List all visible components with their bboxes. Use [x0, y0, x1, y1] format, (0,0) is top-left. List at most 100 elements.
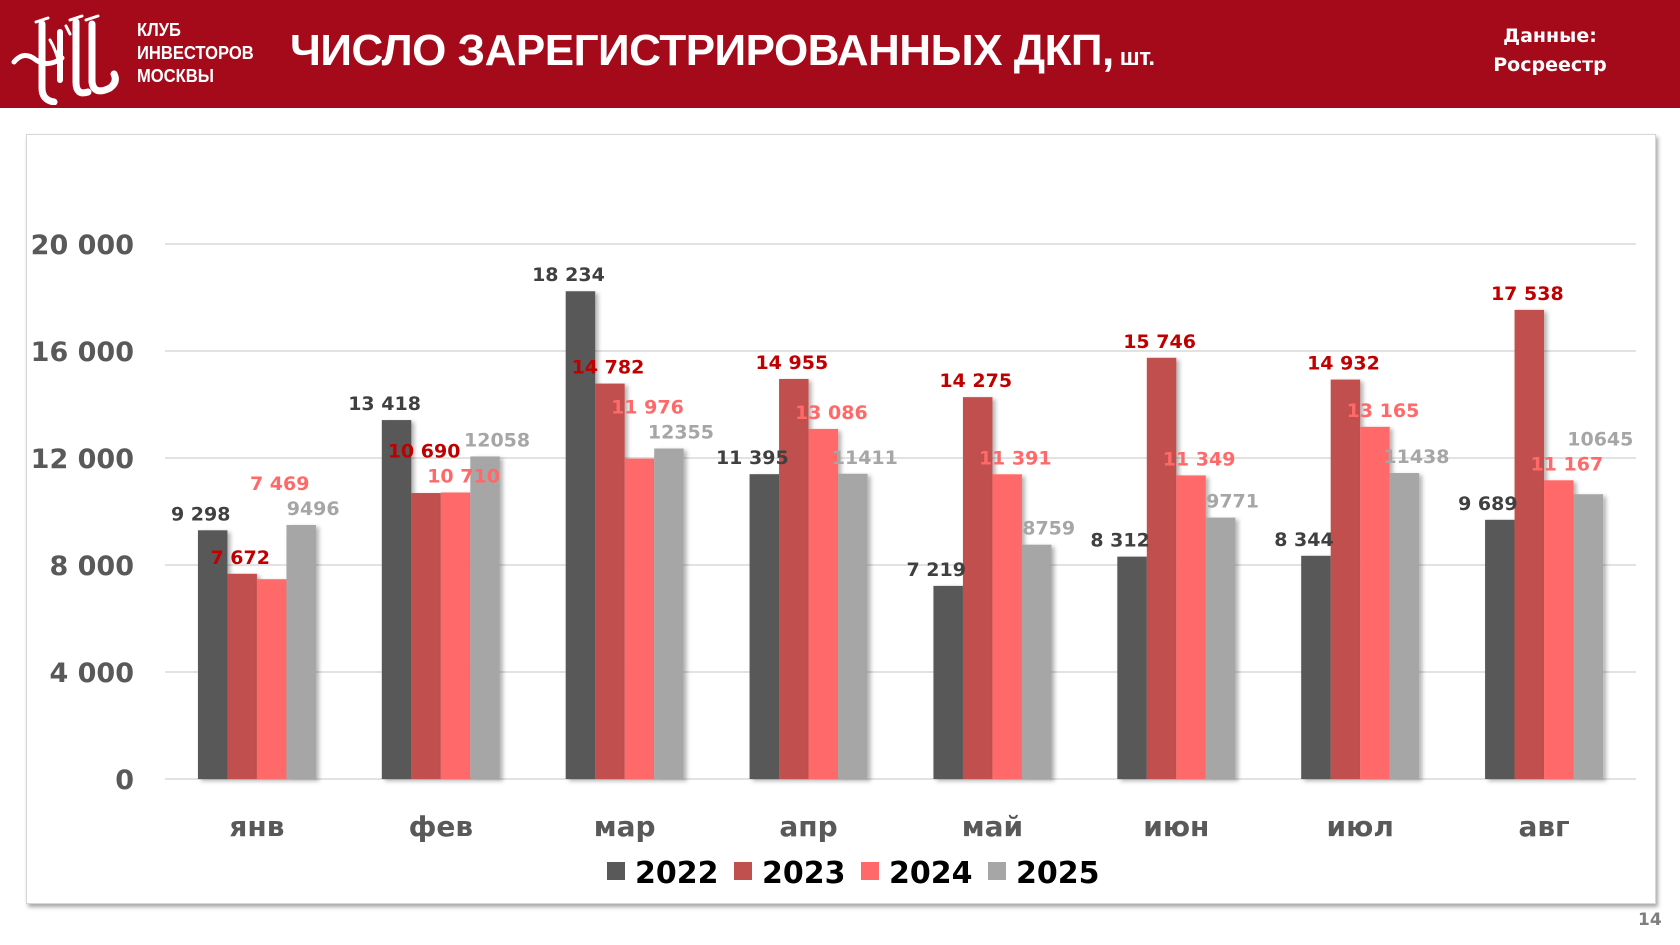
x-tick-label: мар [594, 810, 656, 843]
page-title: ЧИСЛО ЗАРЕГИСТРИРОВАННЫХ ДКП, шт. [290, 24, 1155, 85]
y-axis-ticks: 0 4 000 8 000 12 000 16 000 20 000 [31, 230, 134, 796]
bar-2022-авг [1485, 519, 1515, 779]
legend-label: 2022 [635, 856, 719, 891]
data-label: 13 086 [795, 402, 868, 424]
data-labels: 9496 9 298 7 672 7 469 13 418 12058 10 710 10 6… [171, 264, 1633, 581]
legend-swatch-2024 [861, 862, 879, 880]
data-label: 14 932 [1307, 353, 1380, 375]
bar-2022-май [933, 585, 963, 779]
data-source: Данные: Росреестр [1450, 22, 1650, 80]
bar-2023-мар [595, 383, 625, 779]
club-logo-icon [11, 14, 119, 105]
bar-2023-янв [227, 573, 257, 779]
page-number: 14 [1638, 910, 1662, 930]
bar-2025-янв [286, 524, 316, 779]
legend-swatch-2025 [988, 862, 1006, 880]
org-name-line: КЛУБ [137, 20, 181, 40]
data-label: 12058 [464, 429, 530, 451]
data-label: 7 672 [210, 547, 270, 569]
y-tick-label: 12 000 [31, 444, 134, 475]
bar-2022-июн [1117, 556, 1147, 779]
bar-2024-фев [440, 492, 471, 779]
data-label: 9 298 [171, 503, 231, 525]
y-tick-label: 0 [115, 765, 134, 796]
bar-2022-мар [565, 291, 596, 779]
org-name-line: МОСКВЫ [137, 66, 214, 86]
x-tick-label: июл [1327, 810, 1394, 843]
bar-2024-авг [1544, 480, 1574, 779]
slide-header: КЛУБ ИНВЕСТОРОВ МОСКВЫ ЧИСЛО ЗАРЕГИСТРИР… [0, 0, 1680, 108]
data-label: 13 418 [348, 393, 421, 415]
x-axis-ticks: янв фев мар апр май июн июл авг [229, 810, 1569, 843]
bar-2023-июн [1146, 357, 1177, 779]
data-label: 10645 [1567, 428, 1633, 450]
data-label: 14 275 [939, 370, 1012, 392]
bar-2023-июл [1330, 379, 1361, 779]
x-tick-label: фев [409, 810, 474, 843]
bar-2024-янв [256, 579, 287, 779]
data-label: 10 690 [388, 441, 461, 463]
data-label: 11438 [1383, 446, 1449, 468]
x-tick-label: янв [229, 810, 284, 843]
bar-2025-фев [470, 456, 500, 779]
bar-2022-июл [1301, 555, 1331, 779]
y-tick-label: 16 000 [31, 337, 134, 368]
data-label: 15 746 [1123, 331, 1196, 353]
data-label: 8 344 [1274, 529, 1334, 551]
bar-2022-апр [749, 474, 780, 779]
data-label: 7 469 [250, 473, 310, 495]
data-label: 11 976 [611, 397, 684, 419]
data-label: 17 538 [1491, 283, 1564, 305]
bar-2025-авг [1573, 494, 1604, 779]
bar-2022-янв [197, 530, 228, 779]
data-label: 10 710 [427, 466, 500, 488]
data-label: 9496 [287, 498, 340, 520]
legend-label: 2025 [1016, 856, 1100, 891]
bar-2025-июл [1389, 473, 1420, 779]
source-value: Росреестр [1493, 54, 1607, 76]
x-tick-label: апр [779, 810, 837, 843]
data-label: 12355 [648, 422, 714, 444]
bar-2023-май [962, 397, 993, 779]
bar-2024-июл [1360, 426, 1390, 779]
data-label: 11 391 [979, 447, 1052, 469]
legend-label: 2024 [889, 856, 973, 891]
data-label: 11411 [832, 447, 898, 469]
bar-2024-апр [808, 428, 839, 779]
org-name-line: ИНВЕСТОРОВ [137, 43, 254, 63]
x-tick-label: июн [1143, 810, 1209, 843]
data-label: 14 955 [755, 352, 828, 374]
bar-2025-мар [654, 448, 684, 779]
bar-2023-авг [1514, 309, 1545, 779]
y-tick-label: 20 000 [31, 230, 134, 261]
data-label: 8 312 [1090, 530, 1150, 552]
bar-2025-апр [838, 473, 868, 779]
data-label: 8759 [1022, 518, 1075, 540]
source-label: Данные: [1503, 25, 1597, 47]
legend-swatch-2022 [607, 862, 625, 880]
data-label: 9 689 [1458, 493, 1518, 515]
x-tick-label: май [962, 810, 1023, 843]
data-label: 9771 [1206, 491, 1259, 513]
bars [197, 291, 1604, 779]
bar-2024-июн [1176, 475, 1206, 779]
data-label: 13 165 [1347, 400, 1420, 422]
bar-2025-май [1021, 544, 1052, 779]
y-tick-label: 8 000 [49, 551, 134, 582]
data-label: 11 167 [1530, 453, 1603, 475]
bar-2024-мар [624, 458, 655, 779]
data-label: 7 219 [906, 559, 966, 581]
legend-swatch-2023 [734, 862, 752, 880]
bar-2022-фев [381, 420, 412, 779]
bar-2025-июн [1205, 517, 1236, 779]
data-label: 18 234 [532, 264, 605, 286]
data-label: 11 395 [716, 447, 789, 469]
bar-2023-апр [779, 378, 809, 779]
bar-2024-май [992, 474, 1022, 779]
bar-2023-фев [411, 493, 441, 779]
x-tick-label: авг [1518, 810, 1569, 843]
data-label: 11 349 [1163, 448, 1236, 470]
legend-label: 2023 [762, 856, 846, 891]
legend: 2022 2023 2024 2025 [607, 856, 1100, 891]
